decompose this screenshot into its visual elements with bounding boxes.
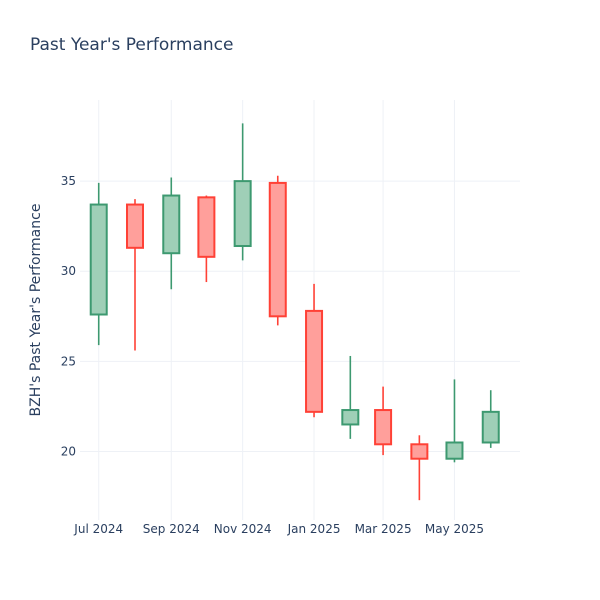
candle-decreasing xyxy=(410,435,429,501)
y-tick-label: 20 xyxy=(61,445,76,459)
x-tick-label: Jan 2025 xyxy=(287,522,341,536)
y-tick-label: 35 xyxy=(61,174,76,188)
candle-decreasing xyxy=(197,195,216,283)
x-tick-label: May 2025 xyxy=(425,522,484,536)
y-tick-label: 30 xyxy=(61,264,76,278)
x-tick-label: Nov 2024 xyxy=(214,522,272,536)
candle-body xyxy=(268,181,287,318)
candle-body xyxy=(481,410,500,444)
candle-body xyxy=(197,196,216,258)
y-axis-label: BZH's Past Year's Performance xyxy=(28,204,44,417)
y-tick-label: 25 xyxy=(61,354,76,368)
candle-body xyxy=(410,443,429,460)
candle-body xyxy=(89,203,108,316)
candle-increasing xyxy=(162,177,181,290)
candle-body xyxy=(341,409,360,426)
x-tick-label: Sep 2024 xyxy=(143,522,200,536)
candle-body xyxy=(445,441,464,460)
candles xyxy=(89,123,500,501)
candle-body xyxy=(126,203,144,249)
x-axis-ticks: Jul 2024 Sep 2024 Nov 2024 Jan 2025 Mar 2025… xyxy=(73,522,484,536)
candle-increasing xyxy=(481,390,500,448)
candle-body xyxy=(374,409,393,446)
candle-decreasing xyxy=(268,175,287,326)
candle-increasing xyxy=(341,355,360,439)
candle-decreasing xyxy=(305,283,324,418)
candle-decreasing xyxy=(126,199,144,351)
candle-body xyxy=(233,180,252,248)
candle-increasing xyxy=(445,379,464,463)
candle-body xyxy=(162,194,181,255)
candle-increasing xyxy=(233,123,252,261)
candle-decreasing xyxy=(374,386,393,456)
x-tick-label: Jul 2024 xyxy=(73,522,123,536)
x-tick-label: Mar 2025 xyxy=(355,522,412,536)
chart-title: Past Year's Performance xyxy=(30,35,234,55)
candle-body xyxy=(305,309,324,413)
y-axis-ticks: 20 25 30 35 xyxy=(61,174,76,458)
candle-increasing xyxy=(89,182,108,346)
